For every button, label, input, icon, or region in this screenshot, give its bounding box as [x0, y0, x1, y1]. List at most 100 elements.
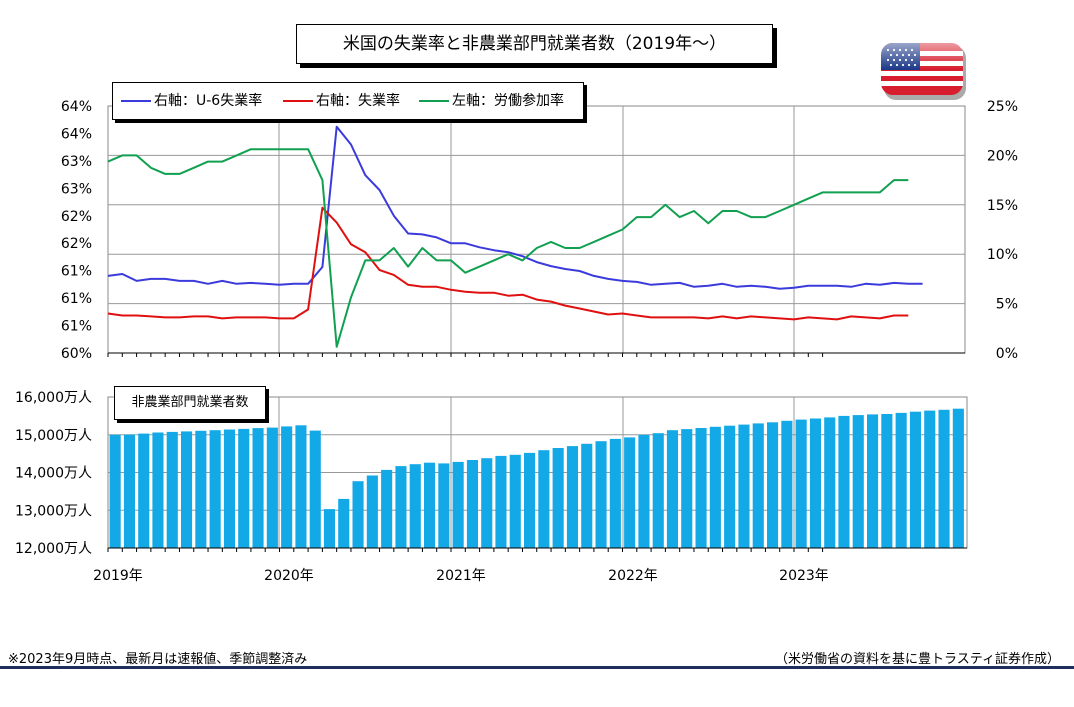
bar-employment — [366, 475, 378, 548]
bar-employment — [209, 430, 221, 548]
bar-employment — [166, 431, 178, 548]
bar-employment — [638, 434, 650, 549]
us-flag-icon — [881, 43, 966, 100]
bar-employment — [924, 410, 936, 548]
bar-employment — [352, 481, 364, 548]
legend-swatch-u6 — [121, 100, 151, 102]
left-axis-tick-label: 63% — [61, 181, 92, 197]
bar-axis-tick-label: 13,000万人 — [15, 503, 92, 519]
bar-employment — [223, 429, 235, 548]
bar-employment — [767, 422, 779, 548]
bar-employment — [552, 448, 564, 548]
footer-divider — [0, 666, 1074, 669]
bar-employment — [624, 437, 636, 548]
left-axis-tick-label: 60% — [61, 346, 92, 362]
bar-employment — [909, 411, 921, 548]
right-axis-tick-label: 5% — [996, 297, 1018, 313]
bar-employment — [666, 430, 678, 548]
bar-employment — [952, 408, 964, 548]
bar-employment — [123, 434, 135, 548]
legend-item-participation: 左軸：労働参加率 — [419, 83, 564, 119]
bar-employment — [581, 443, 593, 548]
series-line-unemp — [107, 206, 909, 321]
bar-employment — [238, 428, 250, 548]
bar-employment — [338, 498, 350, 548]
bar-employment — [795, 419, 807, 548]
bar-employment — [695, 428, 707, 548]
right-axis-tick-label: 0% — [996, 346, 1018, 362]
bar-employment — [395, 466, 407, 548]
series-line-u6 — [107, 125, 923, 290]
left-axis-tick-label: 62% — [61, 236, 92, 252]
bar-employment — [409, 464, 421, 548]
left-axis-tick-label: 61% — [61, 264, 92, 280]
bar-axis-tick-label: 14,000万人 — [15, 466, 92, 482]
legend-swatch-unemployment — [283, 100, 313, 102]
bar-employment — [281, 426, 293, 548]
right-axis-tick-label: 15% — [987, 198, 1018, 214]
bar-employment — [852, 415, 864, 548]
bar-employment — [323, 509, 335, 548]
left-axis-tick-label: 61% — [61, 319, 92, 335]
bar-employment — [809, 418, 821, 548]
source-credit: （米労働省の資料を基に豊トラスティ証券作成） — [775, 652, 1060, 667]
bar-axis-tick-label: 12,000万人 — [15, 541, 92, 557]
bar-employment — [681, 429, 693, 548]
bar-chart-label: 非農業部門就業者数 — [114, 386, 266, 420]
bar-employment — [452, 461, 464, 548]
right-axis-tick-label: 10% — [987, 247, 1018, 263]
bar-employment — [538, 450, 550, 548]
bar-employment — [438, 463, 450, 548]
legend-item-unemployment: 右軸：失業率 — [283, 83, 400, 119]
bar-employment — [752, 423, 764, 548]
bar-employment — [424, 462, 436, 548]
bar-employment — [867, 414, 879, 548]
bar-employment — [895, 412, 907, 548]
bar-employment — [381, 469, 393, 548]
bar-employment — [495, 455, 507, 548]
bar-employment — [252, 428, 264, 548]
x-axis-year-label: 2020年 — [264, 568, 314, 584]
bar-employment — [838, 415, 850, 548]
bar-employment — [738, 424, 750, 548]
legend-label-unemployment: 右軸：失業率 — [316, 93, 400, 109]
bar-employment — [724, 425, 736, 548]
bar-employment — [524, 452, 536, 548]
left-axis-tick-label: 63% — [61, 154, 92, 170]
legend-label-u6: 右軸：U-6失業率 — [154, 93, 263, 109]
legend-item-u6: 右軸：U-6失業率 — [121, 83, 262, 119]
left-axis-tick-label: 62% — [61, 209, 92, 225]
bar-employment — [781, 420, 793, 548]
bar-employment — [824, 417, 836, 548]
bar-employment — [709, 426, 721, 548]
legend-label-participation: 左軸：労働参加率 — [452, 93, 564, 109]
x-axis-year-label: 2022年 — [608, 568, 658, 584]
legend-swatch-participation — [419, 100, 449, 102]
bar-employment — [138, 433, 150, 548]
x-axis-year-label: 2019年 — [93, 568, 143, 584]
bar-employment — [195, 430, 207, 548]
left-axis-tick-label: 64% — [61, 126, 92, 142]
footnote: ※2023年9月時点、最新月は速報値、季節調整済み — [8, 652, 308, 667]
bar-employment — [609, 438, 621, 548]
bar-employment — [566, 446, 578, 548]
bar-employment — [266, 427, 278, 548]
bar-employment — [509, 454, 521, 548]
bar-employment — [652, 433, 664, 548]
bar-axis-tick-label: 16,000万人 — [15, 390, 92, 406]
line-plot-frame — [107, 105, 966, 354]
right-axis-tick-label: 25% — [987, 99, 1018, 115]
bar-employment — [181, 431, 193, 548]
bar-employment — [938, 409, 950, 548]
chart-title: 米国の失業率と非農業部門就業者数（2019年～） — [296, 24, 773, 64]
left-axis-tick-label: 61% — [61, 291, 92, 307]
bar-employment — [152, 432, 164, 548]
bar-employment — [109, 434, 121, 549]
x-axis-year-label: 2023年 — [779, 568, 829, 584]
left-axis-tick-label: 64% — [61, 99, 92, 115]
series-line-lfpr — [107, 148, 909, 348]
bar-employment — [881, 414, 893, 548]
x-axis-year-label: 2021年 — [436, 568, 486, 584]
bar-employment — [295, 425, 307, 548]
